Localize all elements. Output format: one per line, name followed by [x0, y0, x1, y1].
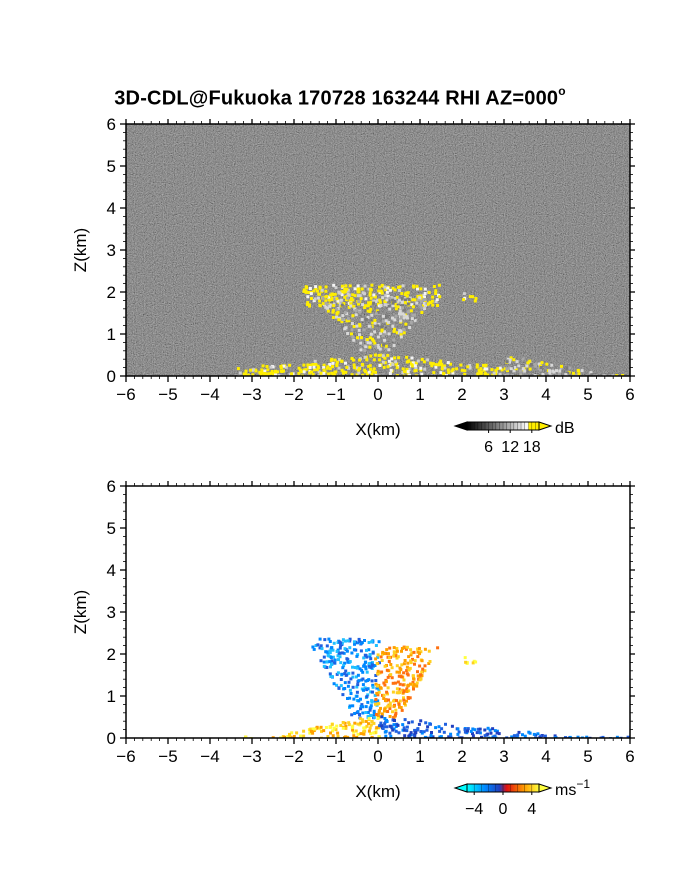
degree-mark: o [558, 84, 566, 98]
colorbar-tick-label: 4 [527, 801, 536, 818]
x-tick-label: 1 [415, 385, 424, 404]
y-tick-label: 1 [107, 687, 116, 706]
x-tick-label: −5 [158, 385, 177, 404]
x-tick-label: −4 [200, 747, 219, 766]
x-tick-label: 4 [541, 747, 550, 766]
y-tick-label: 6 [107, 477, 116, 496]
y-tick-label: 4 [107, 561, 116, 580]
x-tick-label: 5 [583, 747, 592, 766]
y-tick-label: 2 [107, 283, 116, 302]
colorbar-low-arrow [453, 783, 468, 793]
x-tick-label: −1 [326, 747, 345, 766]
x-tick-label: −5 [158, 747, 177, 766]
x-tick-label: −2 [284, 385, 303, 404]
colorbar-tick-label: −4 [465, 801, 483, 818]
velocity-panel: −6 −5 −4 −3 −2 −1 0 1 2 3 4 5 6 0 1 2 3 4 5 6 X(km) Z(km) −4 0 4… [71, 477, 635, 818]
y-tick-label: 2 [107, 645, 116, 664]
x-axis-label: X(km) [355, 420, 400, 439]
y-tick-label: 3 [107, 603, 116, 622]
y-axis-label: Z(km) [71, 590, 90, 634]
colorbar-low-arrow [453, 421, 468, 431]
x-tick-label: 5 [583, 385, 592, 404]
colorbar-tick-label: 6 [484, 439, 493, 456]
page-title: 3D-CDL@Fukuoka 170728 163244 RHI AZ=000o [0, 84, 680, 111]
colorbar-high-arrow [538, 783, 553, 793]
y-tick-label: 5 [107, 519, 116, 538]
echo-outflow-layer [378, 715, 630, 738]
x-tick-label: 3 [499, 385, 508, 404]
echo-funnel [316, 296, 430, 353]
echo-far-range-echo [505, 356, 630, 376]
y-tick-label: 4 [107, 199, 116, 218]
echo-funnel-left [311, 637, 381, 720]
x-tick-label: 1 [415, 747, 424, 766]
colorbar-unit: ms−1 [555, 777, 590, 799]
x-tick-label: −6 [116, 747, 135, 766]
x-tick-label: 0 [373, 747, 382, 766]
y-tick-label: 1 [107, 325, 116, 344]
x-tick-label: −3 [242, 747, 261, 766]
y-tick-label: 5 [107, 157, 116, 176]
x-tick-label: −3 [242, 385, 261, 404]
noise-texture [126, 124, 630, 376]
colorbar: 6 12 18 dB [453, 420, 575, 456]
y-tick-label: 0 [107, 367, 116, 386]
x-tick-label: 3 [499, 747, 508, 766]
echo-field [236, 283, 630, 376]
y-axis-label: Z(km) [71, 228, 90, 272]
x-tick-label: 2 [457, 747, 466, 766]
y-tick-label: 3 [107, 241, 116, 260]
colorbar-tick-label: 18 [523, 439, 541, 456]
x-tick-label: −6 [116, 385, 135, 404]
echo-funnel-right [374, 645, 440, 720]
x-axis-label: X(km) [355, 782, 400, 801]
x-tick-label: 6 [625, 747, 634, 766]
echo-near-ground-layer [236, 353, 507, 376]
echo-spot [463, 656, 478, 665]
y-tick-label: 0 [107, 729, 116, 748]
echo-inflow-layer [235, 715, 381, 738]
colorbar-tick-label: 12 [501, 439, 519, 456]
echo-spot [462, 292, 478, 303]
x-tick-label: −2 [284, 747, 303, 766]
x-tick-label: −1 [326, 385, 345, 404]
x-tick-label: −4 [200, 385, 219, 404]
page-title-text: 3D-CDL@Fukuoka 170728 163244 RHI AZ=000 [114, 87, 559, 110]
x-tick-label: 2 [457, 385, 466, 404]
colorbar-high-arrow [538, 421, 553, 431]
colorbar-tick-label: 0 [499, 801, 508, 818]
x-tick-label: 6 [625, 385, 634, 404]
y-tick-label: 6 [107, 115, 116, 134]
colorbar: −4 0 4 ms−1 [453, 777, 590, 818]
x-tick-label: 4 [541, 385, 550, 404]
colorbar-unit-superscript: −1 [576, 777, 590, 791]
colorbar-unit: dB [555, 420, 575, 437]
echo-field [235, 637, 630, 738]
x-tick-label: 0 [373, 385, 382, 404]
